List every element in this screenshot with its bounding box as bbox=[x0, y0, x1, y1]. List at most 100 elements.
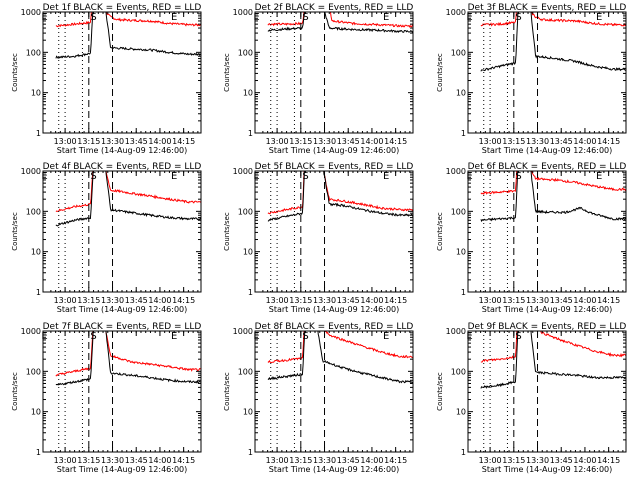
x-tick-label: 13:45 bbox=[125, 137, 148, 146]
event-marker-s: S bbox=[302, 331, 308, 342]
series-black bbox=[480, 171, 626, 223]
x-tick-label: 13:00 bbox=[54, 456, 77, 465]
x-tick-label: 14:15 bbox=[384, 137, 407, 146]
event-marker-s: S bbox=[515, 12, 521, 23]
plot-area bbox=[267, 12, 413, 34]
panel-det-4: 1 10 100 1000 13:00 13:15 13:30 13:45 14:00 14:15… bbox=[11, 162, 202, 314]
x-tick-label: 13:30 bbox=[313, 456, 336, 465]
series-red bbox=[267, 171, 413, 215]
panel-title: Det 8f BLACK = Events, RED = LLD bbox=[255, 322, 414, 332]
event-marker-e: E bbox=[596, 331, 602, 342]
y-tick-label: 1 bbox=[461, 448, 466, 457]
x-tick-label: 14:00 bbox=[573, 296, 596, 305]
y-tick-label: 100 bbox=[238, 367, 253, 376]
x-tick-label: 14:00 bbox=[148, 456, 171, 465]
y-tick-label: 1 bbox=[248, 288, 253, 297]
x-tick-label: 13:45 bbox=[337, 296, 360, 305]
x-tick-label: 13:15 bbox=[77, 296, 100, 305]
y-tick-label: 1 bbox=[36, 129, 41, 138]
x-tick-label: 13:15 bbox=[502, 296, 525, 305]
panel-title: Det 9f BLACK = Events, RED = LLD bbox=[468, 322, 627, 332]
event-marker-s: S bbox=[515, 171, 521, 182]
x-tick-label: 13:00 bbox=[54, 137, 77, 146]
y-tick-label: 100 bbox=[238, 48, 253, 57]
panel-det-5: 1 10 100 1000 13:00 13:15 13:30 13:45 14:00 14:15… bbox=[223, 162, 414, 314]
x-tick-label: 13:45 bbox=[337, 456, 360, 465]
plot-frame bbox=[254, 170, 414, 293]
plot-area bbox=[55, 171, 201, 227]
panel-title: Det 6f BLACK = Events, RED = LLD bbox=[468, 162, 627, 172]
y-tick-label: 100 bbox=[26, 367, 41, 376]
x-tick-label: 14:15 bbox=[597, 456, 620, 465]
x-tick-label: 13:00 bbox=[54, 296, 77, 305]
x-tick-label: 14:15 bbox=[172, 296, 195, 305]
x-tick-label: 14:00 bbox=[148, 137, 171, 146]
y-tick-label: 1000 bbox=[446, 327, 466, 336]
x-tick-label: 14:15 bbox=[172, 137, 195, 146]
y-axis-label: Counts/sec bbox=[436, 53, 444, 92]
x-tick-label: 13:30 bbox=[526, 137, 549, 146]
plot-area bbox=[55, 12, 201, 60]
y-axis-label: Counts/sec bbox=[223, 372, 231, 411]
series-red bbox=[267, 331, 413, 364]
y-tick-label: 100 bbox=[238, 207, 253, 216]
y-tick-label: 1 bbox=[461, 129, 466, 138]
x-tick-label: 13:30 bbox=[101, 456, 124, 465]
event-marker-e: E bbox=[41, 12, 47, 23]
series-black bbox=[480, 331, 626, 389]
plot-frame bbox=[42, 11, 202, 134]
y-tick-label: 100 bbox=[26, 48, 41, 57]
series-black bbox=[267, 12, 413, 34]
x-tick-label: 14:00 bbox=[573, 456, 596, 465]
x-tick-label: 13:45 bbox=[337, 137, 360, 146]
y-axis-label: Counts/sec bbox=[223, 212, 231, 251]
x-tick-label: 13:15 bbox=[77, 456, 100, 465]
y-axis-label: Counts/sec bbox=[436, 212, 444, 251]
series-red bbox=[55, 171, 201, 212]
x-tick-label: 13:30 bbox=[526, 456, 549, 465]
x-tick-label: 14:00 bbox=[360, 456, 383, 465]
y-tick-label: 10 bbox=[456, 89, 466, 98]
x-tick-label: 14:00 bbox=[573, 137, 596, 146]
event-marker-e: E bbox=[466, 331, 472, 342]
x-tick-label: 13:15 bbox=[289, 137, 312, 146]
y-tick-label: 10 bbox=[456, 248, 466, 257]
panel-det-1: 1 10 100 1000 13:00 13:15 13:30 13:45 14:00 14:15… bbox=[11, 3, 202, 155]
series-black bbox=[55, 12, 201, 60]
x-tick-label: 13:30 bbox=[101, 137, 124, 146]
event-marker-e: E bbox=[171, 12, 177, 23]
panel-det-3: 1 10 100 1000 13:00 13:15 13:30 13:45 14:00 14:15… bbox=[436, 3, 627, 155]
x-tick-label: 13:00 bbox=[479, 137, 502, 146]
x-tick-label: 13:45 bbox=[125, 296, 148, 305]
y-axis-label: Counts/sec bbox=[223, 53, 231, 92]
y-tick-label: 10 bbox=[243, 408, 253, 417]
event-marker-e: E bbox=[383, 171, 389, 182]
plot-area bbox=[267, 171, 413, 222]
x-tick-label: 13:00 bbox=[266, 137, 289, 146]
y-tick-label: 1 bbox=[36, 448, 41, 457]
plot-frame bbox=[467, 170, 627, 293]
y-axis-label: Counts/sec bbox=[11, 53, 19, 92]
x-tick-label: 13:45 bbox=[550, 456, 573, 465]
x-tick-label: 14:00 bbox=[360, 137, 383, 146]
series-red bbox=[55, 12, 201, 28]
x-axis-label: Start Time (14-Aug-09 12:46:00) bbox=[57, 465, 188, 474]
x-tick-label: 13:15 bbox=[77, 137, 100, 146]
y-tick-label: 10 bbox=[243, 89, 253, 98]
x-tick-label: 13:00 bbox=[266, 456, 289, 465]
x-tick-label: 14:15 bbox=[597, 296, 620, 305]
y-tick-label: 1000 bbox=[21, 167, 41, 176]
y-tick-label: 100 bbox=[451, 207, 466, 216]
x-tick-label: 13:15 bbox=[289, 456, 312, 465]
y-axis-label: Counts/sec bbox=[11, 212, 19, 251]
y-tick-label: 1000 bbox=[233, 327, 253, 336]
x-tick-label: 13:30 bbox=[313, 296, 336, 305]
y-tick-label: 10 bbox=[31, 408, 41, 417]
plot-area bbox=[480, 331, 626, 389]
y-tick-label: 1000 bbox=[446, 167, 466, 176]
event-marker-e: E bbox=[41, 171, 47, 182]
series-red bbox=[480, 171, 626, 196]
y-tick-label: 10 bbox=[456, 408, 466, 417]
event-marker-e: E bbox=[383, 331, 389, 342]
